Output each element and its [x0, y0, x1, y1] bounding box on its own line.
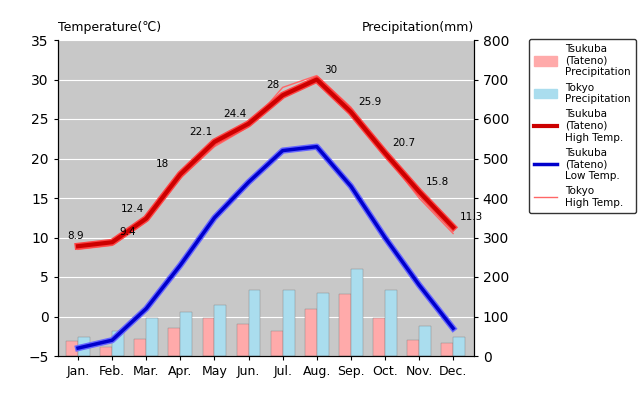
Bar — [248, 290, 260, 356]
Text: 8.9: 8.9 — [67, 231, 84, 241]
Text: 28: 28 — [266, 80, 279, 90]
Bar — [351, 269, 363, 356]
Bar — [214, 306, 227, 356]
Text: 22.1: 22.1 — [189, 127, 212, 137]
Bar — [78, 337, 90, 356]
Bar — [373, 318, 385, 356]
Text: Temperature(℃): Temperature(℃) — [58, 21, 161, 34]
Bar — [407, 340, 419, 356]
Bar — [453, 337, 465, 356]
Bar — [202, 318, 214, 356]
Bar — [112, 331, 124, 356]
Bar — [385, 290, 397, 356]
Bar — [305, 309, 317, 356]
Text: 11.3: 11.3 — [460, 212, 483, 222]
Text: 15.8: 15.8 — [426, 177, 449, 187]
Text: 25.9: 25.9 — [358, 97, 381, 107]
Text: 9.4: 9.4 — [119, 227, 136, 237]
Bar — [168, 328, 180, 356]
Bar — [271, 331, 283, 356]
Text: 12.4: 12.4 — [121, 204, 145, 214]
Text: 18: 18 — [156, 159, 168, 169]
Text: 30: 30 — [324, 64, 337, 74]
Bar — [339, 294, 351, 356]
Bar — [100, 347, 112, 356]
Bar — [134, 340, 147, 356]
Bar — [237, 324, 248, 356]
Text: Precipitation(mm): Precipitation(mm) — [362, 21, 474, 34]
Bar — [283, 290, 294, 356]
Bar — [180, 312, 192, 356]
Bar — [317, 293, 329, 356]
Bar — [441, 343, 453, 356]
Text: 24.4: 24.4 — [223, 109, 247, 119]
Text: 20.7: 20.7 — [392, 138, 415, 148]
Bar — [147, 318, 158, 356]
Bar — [66, 341, 78, 356]
Bar — [419, 326, 431, 356]
Legend: Tsukuba
(Tateno)
Precipitation, Tokyo
Precipitation, Tsukuba
(Tateno)
High Temp.: Tsukuba (Tateno) Precipitation, Tokyo Pr… — [529, 39, 636, 213]
